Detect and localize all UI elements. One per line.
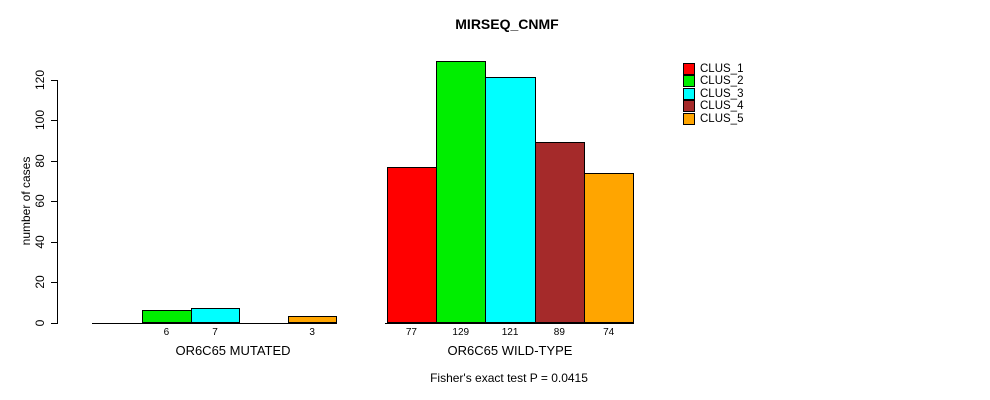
bar-value-label: 89 (553, 327, 565, 338)
y-tick-label: 0 (33, 319, 47, 326)
legend-swatch (683, 63, 695, 75)
legend-label: CLUS_4 (700, 100, 744, 113)
legend-label: CLUS_1 (700, 63, 744, 75)
y-axis-line (57, 79, 58, 324)
bar-value-label: 74 (603, 327, 615, 338)
bar-value-label: 3 (309, 327, 315, 338)
bar-clus_3-wildtype (485, 77, 536, 324)
y-tick-label: 120 (33, 69, 47, 90)
bar-clus_5-wildtype (584, 172, 635, 324)
bar-value-label: 121 (501, 327, 519, 338)
legend-swatch (683, 100, 695, 113)
legend-label: CLUS_3 (700, 87, 744, 100)
bar-value-label: 7 (212, 327, 218, 338)
bar-clus_2-mutated (142, 310, 192, 324)
legend-label: CLUS_2 (700, 75, 744, 88)
legend-swatch (683, 75, 695, 88)
y-tick (51, 79, 57, 81)
legend-label: CLUS_5 (700, 112, 744, 125)
bar-clus_1-wildtype (386, 166, 438, 324)
y-tick-label: 20 (33, 275, 47, 289)
group-label: OR6C65 WILD-TYPE (447, 343, 573, 358)
bar-clus_2-wildtype (436, 61, 487, 324)
y-tick (51, 201, 57, 202)
bar-clus_5-mutated (287, 316, 338, 324)
chart-title: MIRSEQ_CNMF (455, 16, 559, 32)
y-tick-label: 80 (33, 153, 47, 168)
fisher-test-note: Fisher's exact test P = 0.0415 (430, 371, 588, 385)
group-label: OR6C65 MUTATED (175, 343, 291, 358)
bar-value-label: 77 (405, 327, 417, 338)
y-tick (51, 120, 57, 121)
legend-swatch (683, 112, 695, 125)
legend-swatch (683, 87, 695, 100)
y-tick-label: 60 (33, 194, 47, 208)
y-tick (51, 322, 57, 324)
y-axis-label: number of cases (19, 156, 33, 246)
bar-value-label: 6 (163, 327, 170, 338)
bar-value-label: 129 (452, 327, 470, 338)
y-tick (51, 160, 57, 162)
bar-clus_3-mutated (190, 308, 241, 324)
y-tick-label: 100 (33, 109, 47, 131)
y-tick-label: 40 (33, 234, 47, 249)
y-tick (51, 282, 57, 283)
y-tick (51, 241, 57, 243)
bar-clus_4-wildtype (534, 142, 585, 324)
